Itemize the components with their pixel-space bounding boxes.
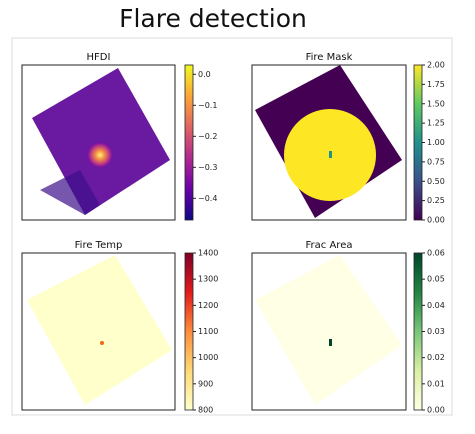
colorbar-tick-label: 0.00 (427, 216, 445, 225)
colorbar-tick-label: −0.2 (198, 132, 217, 141)
colorbar (414, 253, 422, 410)
image (27, 255, 172, 405)
colorbar-tick-label: 0.75 (427, 157, 445, 166)
colorbar-tick-label: 0.06 (427, 249, 445, 258)
colorbar-tick-label: 0.02 (427, 353, 445, 362)
colorbar-tick-label: 1.75 (427, 80, 445, 89)
colorbar-tick-label: 800 (198, 406, 213, 415)
panel-title: Fire Temp (75, 240, 123, 251)
colorbar-tick-label: −0.4 (198, 194, 217, 203)
colorbar-tick-label: 0.05 (427, 275, 445, 284)
colorbar-tick-label: 1100 (198, 327, 218, 336)
colorbar-tick-label: 0.01 (427, 379, 445, 388)
colorbar-tick-label: 0.04 (427, 301, 445, 310)
colorbar-tick-label: 900 (198, 379, 213, 388)
colorbar-tick-label: 1000 (198, 353, 218, 362)
image (32, 68, 170, 215)
colorbar-tick-label: 1300 (198, 275, 218, 284)
colorbar-tick-label: −0.1 (198, 101, 217, 110)
colorbar-tick-label: 1.00 (427, 138, 445, 147)
colorbar-tick-label: 1200 (198, 301, 218, 310)
colorbar-tick-label: 0.03 (427, 327, 445, 336)
figure: Flare detection HFDI 0.0 −0.1 −0.2 −0.3 −0.4 F… (0, 0, 475, 430)
colorbar-tick-label: 0.50 (427, 177, 445, 186)
colorbar-tick-label: 0.0 (198, 70, 211, 79)
colorbar (414, 65, 422, 220)
colorbar-tick-label: 1.25 (427, 119, 445, 128)
page-title: Flare detection (119, 4, 307, 33)
colorbar-tick-label: −0.3 (198, 163, 217, 172)
panel-title: Frac Area (306, 240, 353, 251)
image (255, 255, 402, 405)
image (255, 65, 402, 218)
panel-title: HFDI (87, 52, 111, 63)
colorbar (185, 65, 193, 220)
panel-title: Fire Mask (306, 52, 353, 63)
colorbar (185, 253, 193, 410)
colorbar-tick-label: 0.00 (427, 406, 445, 415)
colorbar-tick-label: 2.00 (427, 61, 445, 70)
colorbar-tick-label: 1.50 (427, 99, 445, 108)
colorbar-tick-label: 1400 (198, 249, 218, 258)
colorbar-tick-label: 0.25 (427, 196, 445, 205)
